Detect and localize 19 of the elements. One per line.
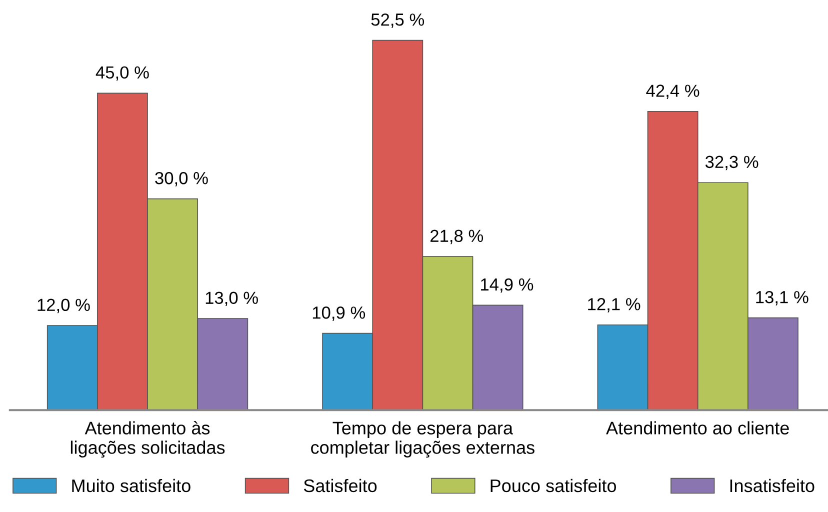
data-label: 13,1 % <box>756 291 808 306</box>
legend-label: Pouco satisfeito <box>490 478 616 492</box>
data-label: 42,4 % <box>646 84 700 99</box>
data-label: 52,5 % <box>371 14 424 28</box>
data-label: 12,0 % <box>38 298 90 314</box>
data-label: 45,0 % <box>96 66 149 81</box>
x-tick-label: Atendimento às ligações solicitadas <box>70 421 225 458</box>
data-label: 12,1 % <box>588 298 640 312</box>
data-label: 30,0 % <box>155 172 208 186</box>
x-tick-label: Tempo de espera para completar ligações externas <box>311 421 534 458</box>
data-label: 21,8 % <box>430 230 484 244</box>
legend-label: Satisfeito <box>304 478 377 492</box>
legend-label: Insatisfeito <box>730 478 814 492</box>
legend-label: Muito satisfeito <box>72 478 190 492</box>
data-label: 32,3 % <box>705 156 758 170</box>
data-label: 10,9 % <box>312 306 366 321</box>
data-label: 14,9 % <box>481 278 534 293</box>
x-tick-label: Atendimento ao cliente <box>606 421 789 434</box>
data-label: 13,0 % <box>206 292 258 306</box>
